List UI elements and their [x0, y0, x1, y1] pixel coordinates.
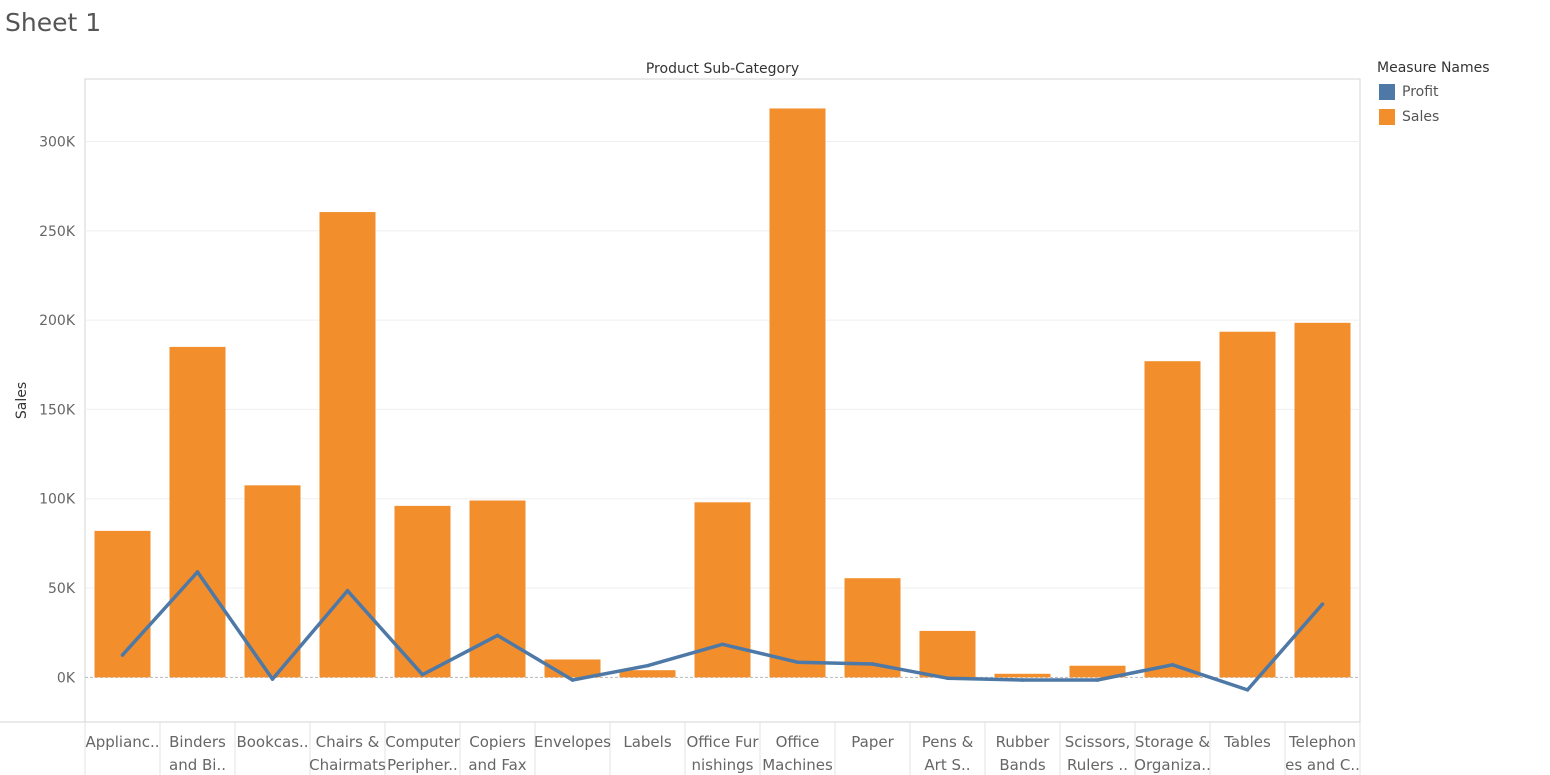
- legend-item-profit[interactable]: Profit: [1377, 79, 1542, 104]
- legend-label-profit: Profit: [1402, 83, 1439, 100]
- x-tick-label: Organiza..: [1134, 756, 1211, 774]
- x-tick-label: Bands: [999, 756, 1046, 774]
- x-tick-label: Binders: [169, 733, 226, 751]
- profit-point: [1095, 678, 1100, 682]
- profit-point: [570, 678, 575, 682]
- profit-point: [645, 663, 650, 668]
- profit-point: [195, 570, 200, 574]
- x-tick-label: Chairmats: [309, 756, 386, 774]
- x-tick-label: Telephon: [1288, 733, 1356, 751]
- x-tick-label: Rubber: [996, 733, 1051, 751]
- legend-item-sales[interactable]: Sales: [1377, 104, 1542, 129]
- bar-sales: [1219, 331, 1276, 678]
- profit-point: [945, 676, 950, 681]
- x-tick-label: Scissors,: [1065, 733, 1131, 751]
- plot-border: [84, 78, 1361, 723]
- x-tick-label: Copiers: [469, 733, 526, 751]
- profit-point: [795, 660, 800, 664]
- y-tick-label: 300K: [39, 135, 76, 151]
- legend-label-sales: Sales: [1402, 108, 1440, 125]
- x-tick-label: Rulers ..: [1067, 756, 1128, 774]
- bar-sales: [994, 673, 1051, 678]
- x-tick-label: Art S..: [924, 756, 970, 774]
- profit-point: [1320, 602, 1325, 606]
- legend-swatch-profit: [1379, 83, 1395, 100]
- y-tick-label: 200K: [39, 313, 76, 329]
- bar-sales: [244, 485, 301, 678]
- bar-sales: [319, 212, 376, 678]
- x-tick-label: Office: [776, 733, 820, 751]
- x-tick-label: Labels: [623, 733, 671, 751]
- legend: Measure Names Profit Sales: [1377, 60, 1542, 129]
- x-tick-label: Peripher..: [387, 756, 458, 774]
- y-tick-label: 250K: [39, 224, 76, 240]
- profit-point: [420, 672, 425, 677]
- profit-point: [1170, 663, 1175, 667]
- bar-sales: [1294, 322, 1351, 678]
- x-tick-label: and Fax: [468, 756, 526, 774]
- profit-point: [270, 677, 275, 681]
- bar-sales: [619, 670, 676, 678]
- bar-sales: [1144, 361, 1201, 678]
- bar-sales: [469, 500, 526, 678]
- x-tick-label: Machines: [762, 756, 833, 774]
- x-tick-label: es and C..: [1285, 756, 1360, 774]
- x-tick-label: nishings: [691, 756, 753, 774]
- y-tick-label: 150K: [39, 402, 76, 418]
- x-tick-label: Envelopes: [534, 733, 611, 751]
- x-tick-label: Bookcas..: [236, 733, 308, 751]
- y-tick-label: 100K: [39, 492, 76, 508]
- x-tick-label: Applianc..: [85, 733, 159, 751]
- chart-title: Product Sub-Category: [646, 61, 799, 77]
- y-tick-label: 50K: [48, 581, 76, 597]
- bar-sales: [169, 346, 226, 678]
- x-tick-label: and Bi..: [169, 756, 226, 774]
- x-tick-label: Computer: [385, 733, 460, 751]
- x-tick-label: Pens &: [922, 733, 974, 751]
- bar-sales: [394, 505, 451, 678]
- legend-swatch-sales: [1379, 108, 1395, 125]
- bar-sales: [844, 578, 901, 678]
- profit-point: [120, 653, 125, 657]
- profit-point: [720, 642, 725, 647]
- y-tick-label: 0K: [57, 670, 76, 686]
- x-tick-label: Office Fur: [686, 733, 759, 751]
- bar-sales: [769, 108, 826, 678]
- x-tick-label: Paper: [851, 733, 894, 751]
- profit-point: [870, 662, 875, 666]
- x-tick-label: Storage &: [1135, 733, 1210, 751]
- bar-sales: [919, 630, 976, 678]
- profit-point: [1020, 678, 1025, 682]
- x-tick-label: Chairs &: [316, 733, 380, 751]
- profit-point: [495, 633, 500, 638]
- y-axis-title: Sales: [14, 382, 30, 419]
- x-tick-label: Tables: [1223, 733, 1271, 751]
- legend-title: Measure Names: [1377, 60, 1490, 76]
- bar-sales: [1069, 665, 1126, 678]
- sheet-title: Sheet 1: [5, 8, 102, 37]
- profit-point: [1245, 688, 1250, 692]
- profit-point: [345, 588, 350, 593]
